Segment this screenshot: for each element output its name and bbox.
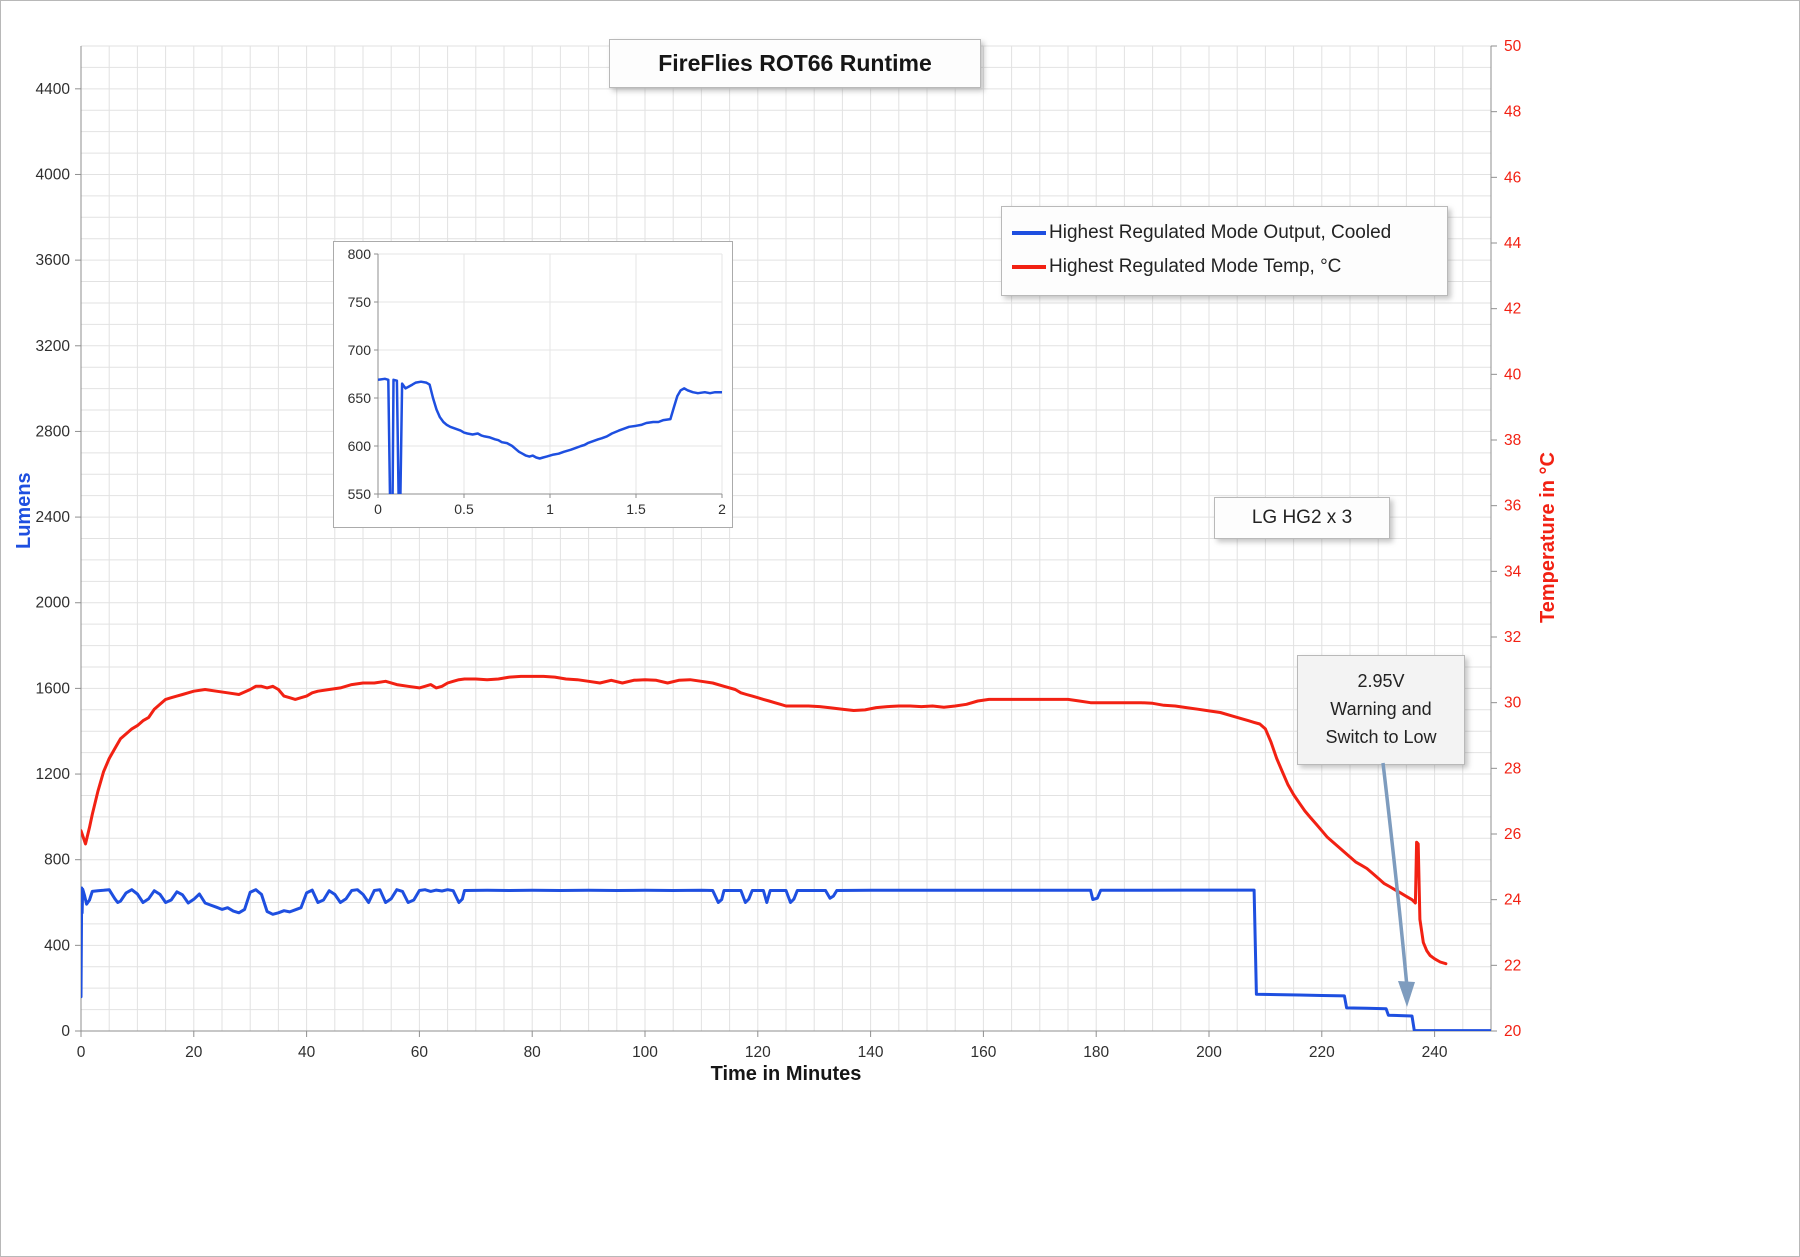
x-tick-label: 200 bbox=[1196, 1044, 1222, 1061]
left-axis-title: Lumens bbox=[13, 472, 35, 549]
temp-tick-label: 22 bbox=[1504, 957, 1521, 974]
legend-item-output-label: Highest Regulated Mode Output, Cooled bbox=[1049, 222, 1392, 243]
x-tick-label: 180 bbox=[1083, 1044, 1109, 1061]
x-tick-label: 160 bbox=[970, 1044, 996, 1061]
x-tick-label: 220 bbox=[1309, 1044, 1335, 1061]
temp-tick-label: 20 bbox=[1504, 1023, 1522, 1040]
temp-tick-label: 50 bbox=[1504, 38, 1522, 55]
temp-tick-label: 38 bbox=[1504, 432, 1521, 449]
temp-tick-label: 44 bbox=[1504, 235, 1522, 252]
warning-annotation: 2.95V Warning and Switch to Low bbox=[1297, 655, 1465, 765]
temp-tick-label: 40 bbox=[1504, 366, 1522, 383]
x-tick-label: 240 bbox=[1422, 1044, 1448, 1061]
temp-series-line bbox=[81, 674, 1448, 966]
battery-pack-label: LG HG2 x 3 bbox=[1214, 497, 1390, 539]
output-series-line bbox=[81, 886, 1491, 1031]
lumens-tick-label: 2800 bbox=[36, 423, 71, 440]
legend-item-temp: Highest Regulated Mode Temp, °C bbox=[1002, 250, 1447, 284]
inset-output-series-line bbox=[378, 377, 722, 494]
right-axis-title: Temperature in °C bbox=[1537, 452, 1559, 623]
x-tick-label: 0 bbox=[77, 1044, 86, 1061]
x-axis-title: Time in Minutes bbox=[710, 1063, 862, 1085]
inset-x-tick-label: 0 bbox=[374, 501, 382, 517]
temp-tick-label: 34 bbox=[1504, 563, 1522, 580]
x-tick-label: 140 bbox=[858, 1044, 884, 1061]
legend-line-temp-swatch bbox=[1012, 265, 1046, 269]
inset-x-tick-label: 1.5 bbox=[626, 501, 646, 517]
lumens-tick-label: 2400 bbox=[36, 509, 71, 526]
inset-y-tick-label: 550 bbox=[348, 486, 372, 502]
x-tick-label: 100 bbox=[632, 1044, 658, 1061]
inset-y-tick-label: 800 bbox=[348, 246, 372, 262]
inset-chart-svg: 0 0.5 1 1.5 2 550 600 650 700 750 800 bbox=[348, 246, 726, 517]
temp-tick-label: 46 bbox=[1504, 169, 1521, 186]
lumens-tick-label: 3600 bbox=[36, 252, 71, 269]
temp-tick-label: 32 bbox=[1504, 629, 1521, 646]
inset-y-tick-label: 650 bbox=[348, 390, 372, 406]
x-tick-label: 80 bbox=[524, 1044, 542, 1061]
lumens-tick-label: 2000 bbox=[36, 595, 71, 612]
lumens-tick-label: 3200 bbox=[36, 338, 71, 355]
inset-gridlines bbox=[377, 253, 723, 495]
main-axes bbox=[80, 46, 1492, 1032]
inset-y-tick-label: 700 bbox=[348, 342, 372, 358]
lumens-tick-label: 0 bbox=[61, 1023, 70, 1040]
x-tick-label: 40 bbox=[298, 1044, 316, 1061]
inset-x-tick-label: 0.5 bbox=[454, 501, 474, 517]
legend: Highest Regulated Mode Output, Cooled Hi… bbox=[1001, 206, 1448, 296]
x-tick-label: 20 bbox=[185, 1044, 203, 1061]
inset-y-tick-label: 600 bbox=[348, 438, 372, 454]
lumens-tick-label: 4400 bbox=[36, 81, 71, 98]
inset-tick-labels: 0 0.5 1 1.5 2 550 600 650 700 750 800 bbox=[348, 246, 726, 517]
lumens-tick-label: 1200 bbox=[36, 766, 71, 783]
chart-title: FireFlies ROT66 Runtime bbox=[658, 50, 932, 76]
legend-item-temp-label: Highest Regulated Mode Temp, °C bbox=[1049, 256, 1342, 277]
temp-tick-label: 36 bbox=[1504, 498, 1521, 515]
inset-x-tick-label: 1 bbox=[546, 501, 554, 517]
main-gridlines bbox=[80, 45, 1492, 1032]
temp-tick-label: 28 bbox=[1504, 760, 1521, 777]
x-tick-label: 60 bbox=[411, 1044, 429, 1061]
lumens-tick-label: 800 bbox=[44, 852, 70, 869]
lumens-tick-label: 400 bbox=[44, 937, 70, 954]
legend-item-output: Highest Regulated Mode Output, Cooled bbox=[1002, 216, 1447, 250]
x-tick-label: 120 bbox=[745, 1044, 771, 1061]
chart-title-box: FireFlies ROT66 Runtime bbox=[609, 39, 981, 88]
inset-chart: 0 0.5 1 1.5 2 550 600 650 700 750 800 bbox=[333, 241, 733, 528]
inset-x-tick-label: 2 bbox=[718, 501, 726, 517]
temp-tick-label: 48 bbox=[1504, 104, 1521, 121]
lumens-tick-label: 4000 bbox=[36, 166, 71, 183]
legend-line-output-swatch bbox=[1012, 231, 1046, 235]
temp-tick-label: 42 bbox=[1504, 301, 1521, 318]
temp-tick-label: 30 bbox=[1504, 695, 1522, 712]
inset-y-tick-label: 750 bbox=[348, 294, 372, 310]
lumens-tick-label: 1600 bbox=[36, 680, 71, 697]
temp-tick-label: 24 bbox=[1504, 892, 1522, 909]
temp-tick-label: 26 bbox=[1504, 826, 1521, 843]
main-tick-labels: 0 20 40 60 80 100 120 140 160 180 200 220 2400400800… bbox=[36, 38, 1522, 1061]
